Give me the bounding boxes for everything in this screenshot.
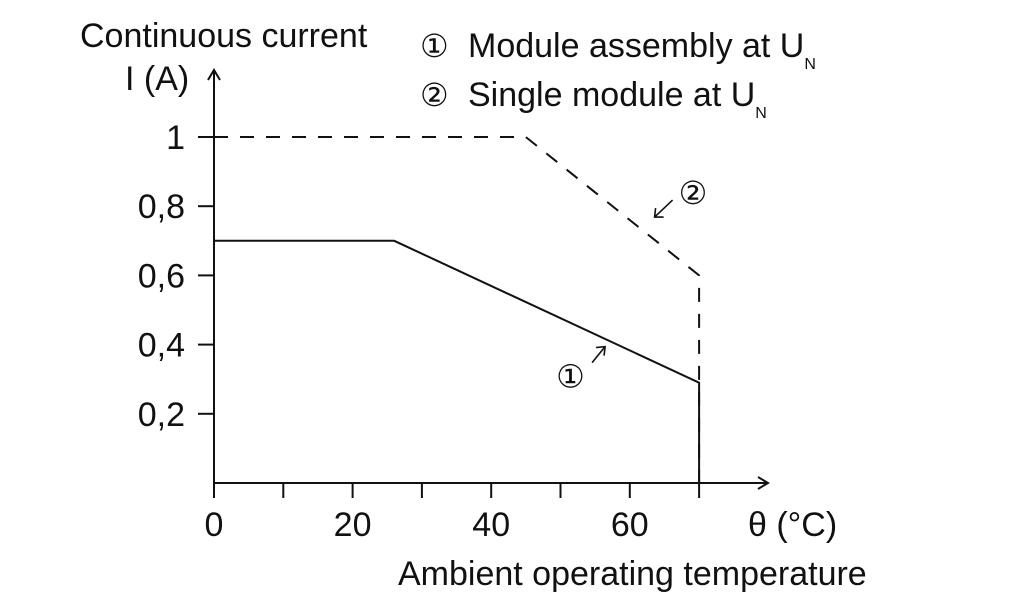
x-tick-label: 40 [472, 506, 510, 544]
legend-marker-2: ② [420, 77, 449, 113]
legend: ① Module assembly at UN ② Single module … [420, 27, 816, 122]
y-axis-arrow [207, 68, 221, 81]
series-2-arrowhead [653, 207, 664, 218]
x-tick-label: 20 [334, 506, 372, 544]
legend-subscript-2: N [755, 105, 767, 122]
y-tick-label: 1 [166, 119, 185, 157]
y-tick-label: 0,6 [138, 257, 185, 295]
x-axis-label: Ambient operating temperature [398, 555, 867, 593]
legend-text-1: Module assembly at U [468, 27, 804, 65]
y-tick-label: 0,2 [138, 396, 185, 434]
series-1-marker: ① [556, 359, 585, 395]
y-tick-label: 0,4 [138, 327, 185, 365]
x-tick-label: 60 [611, 506, 649, 544]
annotations: ①② [556, 175, 707, 395]
svg-text:Module assembly at UN: Module assembly at UN [468, 27, 816, 73]
y-axis-label-line2: I (A) [125, 60, 189, 98]
series-line-1 [214, 239, 701, 483]
series-line-2 [214, 136, 701, 483]
series-2-leader [654, 199, 674, 218]
svg-text:Single module at UN: Single module at UN [468, 76, 767, 122]
y-axis-label-line1: Continuous current [80, 17, 368, 55]
axes [207, 68, 770, 490]
legend-text-2: Single module at U [468, 76, 755, 114]
x-axis-arrow [757, 476, 770, 490]
x-axis-unit: θ (°C) [748, 506, 837, 544]
series-1-arrowhead [595, 345, 606, 356]
series-1-leader [591, 346, 606, 364]
legend-marker-1: ① [420, 28, 449, 64]
x-tick-label: 0 [205, 506, 224, 544]
legend-item-2: ② Single module at UN [420, 76, 767, 122]
legend-subscript-1: N [804, 56, 816, 73]
ticks: 0 20 40 60 0,2 0,4 0,6 0,8 1 [138, 119, 701, 544]
legend-item-1: ① Module assembly at UN [420, 27, 816, 73]
series-2-marker: ② [679, 175, 708, 211]
y-tick-label: 0,8 [138, 188, 185, 226]
series-lines [214, 136, 701, 483]
